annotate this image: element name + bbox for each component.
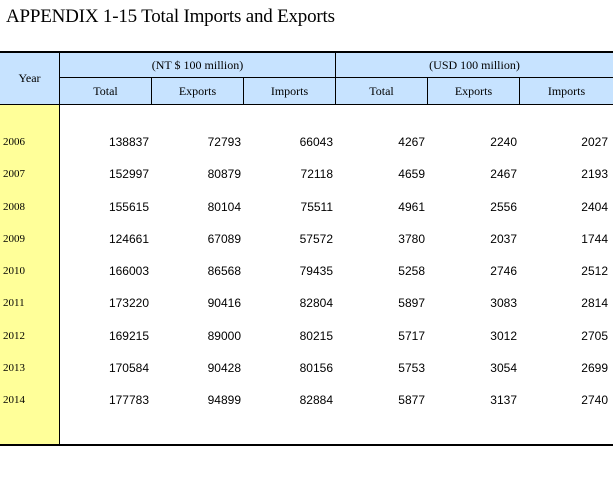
column-header-usd-exports: Exports <box>428 78 520 104</box>
value-cell: 2240 <box>490 135 517 149</box>
usd-group-header: (USD 100 million) <box>336 53 613 78</box>
imports-exports-table: Year (NT $ 100 million) (USD 100 million… <box>0 51 613 446</box>
table-bottom-rule <box>0 444 613 446</box>
year-cell: 2008 <box>3 200 25 213</box>
value-cell: 2512 <box>581 264 608 278</box>
column-header-label: Imports <box>270 83 309 98</box>
value-cell: 2746 <box>490 264 517 278</box>
value-cell: 4659 <box>398 167 425 182</box>
value-cell: 1744 <box>581 231 608 246</box>
year-cell: 2007 <box>3 168 25 181</box>
value-cell: 5753 <box>398 360 425 375</box>
value-cell: 57572 <box>299 231 333 246</box>
value-cell: 152997 <box>108 167 149 182</box>
value-cell: 124661 <box>108 231 149 246</box>
year-cell: 2006 <box>3 136 25 148</box>
value-cell: 170584 <box>108 360 149 375</box>
value-cell: 86568 <box>207 264 241 278</box>
year-cell: 2009 <box>3 232 25 245</box>
year-header-label: Year <box>18 71 41 85</box>
value-cell: 89000 <box>207 328 241 343</box>
year-column <box>0 105 60 444</box>
year-cell: 2013 <box>3 361 25 374</box>
value-cell: 75511 <box>300 199 333 214</box>
value-cell: 2037 <box>490 231 517 246</box>
value-cell: 2705 <box>581 328 608 343</box>
value-cell: 2193 <box>581 167 608 182</box>
value-cell: 2814 <box>581 296 608 311</box>
column-header-usd-imports: Imports <box>520 78 613 104</box>
value-cell: 166003 <box>108 264 149 278</box>
usd-group-label: (USD 100 million) <box>429 57 520 72</box>
value-cell: 5258 <box>398 264 425 278</box>
value-cell: 80879 <box>207 167 241 182</box>
year-column-header: Year <box>0 53 60 104</box>
value-cell: 5877 <box>398 393 425 407</box>
year-cell: 2010 <box>3 265 25 277</box>
value-cell: 4961 <box>398 199 425 214</box>
value-cell: 173220 <box>108 296 149 311</box>
year-cell: 2014 <box>3 394 25 406</box>
value-cell: 3780 <box>398 231 425 246</box>
column-header-usd-total: Total <box>336 78 428 104</box>
column-header-label: Imports <box>547 83 586 98</box>
header-rule <box>0 104 613 105</box>
value-cell: 80215 <box>299 328 333 343</box>
value-cell: 3012 <box>490 328 517 343</box>
value-cell: 79435 <box>299 264 333 278</box>
value-cell: 3054 <box>490 360 517 375</box>
column-header-nt-total: Total <box>60 78 152 104</box>
column-header-nt-exports: Exports <box>152 78 244 104</box>
value-cell: 82884 <box>299 393 333 407</box>
value-cell: 5717 <box>398 328 425 343</box>
column-header-label: Exports <box>178 83 217 98</box>
value-cell: 169215 <box>108 328 149 343</box>
year-cell: 2012 <box>3 329 25 342</box>
value-cell: 80156 <box>299 360 333 375</box>
value-cell: 94899 <box>207 393 241 407</box>
value-cell: 3083 <box>490 296 517 311</box>
value-cell: 4267 <box>398 135 425 149</box>
column-header-nt-imports: Imports <box>244 78 336 104</box>
value-cell: 72118 <box>300 167 333 182</box>
nt-group-label: (NT $ 100 million) <box>151 57 244 72</box>
value-cell: 67089 <box>207 231 241 246</box>
value-cell: 2027 <box>581 135 608 149</box>
value-cell: 66043 <box>299 135 333 149</box>
value-cell: 90428 <box>207 360 241 375</box>
year-cell: 2011 <box>3 297 25 310</box>
value-cell: 138837 <box>108 135 149 149</box>
value-cell: 90416 <box>207 296 241 311</box>
page-title: APPENDIX 1-15 Total Imports and Exports <box>6 6 335 27</box>
value-cell: 82804 <box>299 296 333 311</box>
column-header-label: Exports <box>454 83 493 98</box>
value-cell: 2699 <box>581 360 608 375</box>
value-cell: 155615 <box>108 199 149 214</box>
column-header-label: Total <box>369 83 394 98</box>
value-cell: 177783 <box>108 393 149 407</box>
value-cell: 2404 <box>581 199 608 214</box>
value-cell: 3137 <box>490 393 517 407</box>
nt-dollar-group-header: (NT $ 100 million) <box>60 53 336 78</box>
value-cell: 5897 <box>398 296 425 311</box>
value-cell: 80104 <box>207 199 241 214</box>
table-top-rule <box>0 51 613 53</box>
value-cell: 2467 <box>490 167 517 182</box>
column-header-label: Total <box>93 83 118 98</box>
value-cell: 72793 <box>207 135 241 149</box>
value-cell: 2556 <box>490 199 517 214</box>
value-cell: 2740 <box>581 393 608 407</box>
